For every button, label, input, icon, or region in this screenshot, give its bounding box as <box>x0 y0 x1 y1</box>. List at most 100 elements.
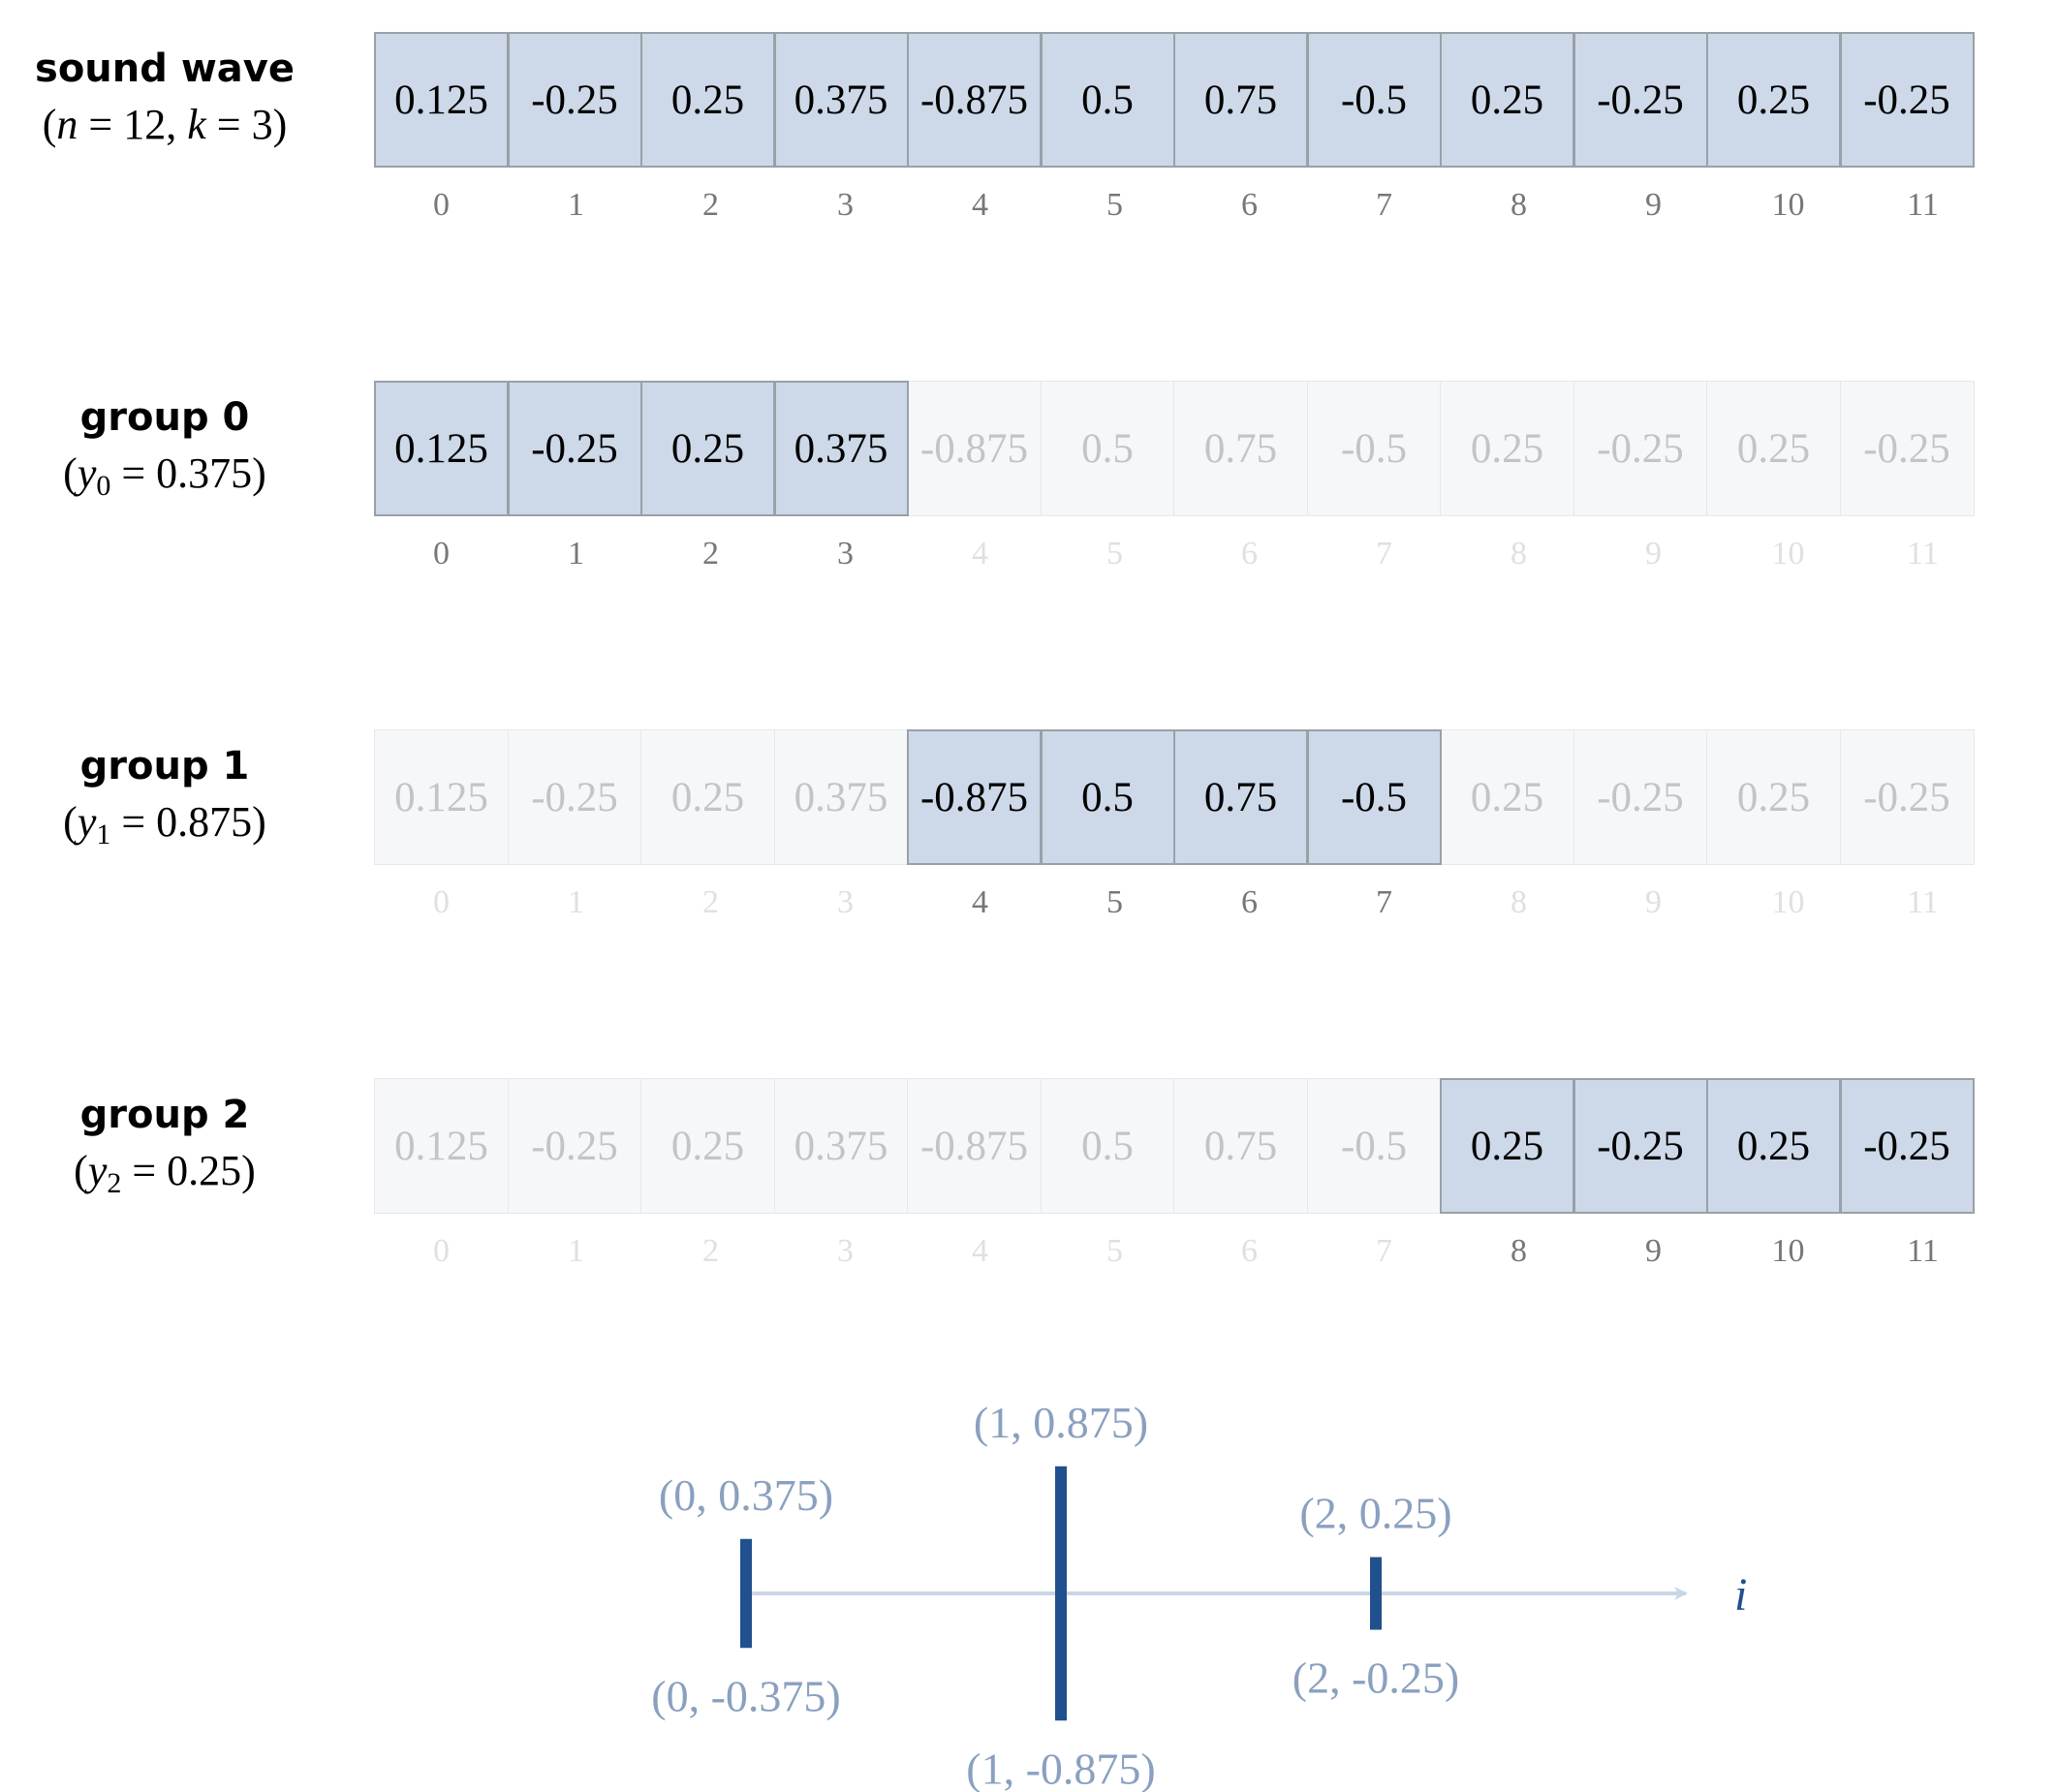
row-subtitle: (n = 12, k = 3) <box>42 101 288 148</box>
stem-bottom-label: (1, -0.875) <box>966 1744 1155 1792</box>
array-cell: -0.25 <box>1573 1078 1708 1214</box>
array-cell: -0.5 <box>1306 729 1442 865</box>
array-cell: -0.875 <box>907 1078 1042 1214</box>
index-label: 0 <box>433 884 450 920</box>
index-label: 10 <box>1771 1233 1805 1269</box>
array-cell: 0.25 <box>1706 729 1841 865</box>
array-cell: -0.25 <box>507 32 642 168</box>
row-label-3: group 2 (y2 = 0.25) <box>0 1088 329 1200</box>
index-label: 3 <box>837 187 854 223</box>
index-label: 1 <box>568 884 584 920</box>
index-label: 3 <box>837 884 854 920</box>
array-cell: 0.75 <box>1173 32 1308 168</box>
array-cell: -0.875 <box>907 32 1042 168</box>
array-strip-0: 0.125 -0.25 0.25 0.375 -0.875 0.5 0.75 -0.5 0.25… <box>374 32 1990 168</box>
array-cell: 0.5 <box>1040 381 1175 516</box>
stem-top-label: (2, 0.25) <box>1299 1489 1451 1538</box>
array-cell: 0.25 <box>1440 729 1574 865</box>
array-cell: -0.25 <box>1573 32 1708 168</box>
array-cell: 0.5 <box>1040 32 1175 168</box>
array-cell: 0.25 <box>1440 381 1574 516</box>
array-cell: 0.25 <box>640 729 775 865</box>
index-label: 5 <box>1106 1233 1123 1269</box>
array-cell: 0.25 <box>1440 32 1574 168</box>
index-label: 8 <box>1511 1233 1527 1269</box>
array-cell: 0.125 <box>374 32 509 168</box>
array-cell: -0.5 <box>1306 1078 1442 1214</box>
index-label: 7 <box>1376 536 1392 572</box>
index-label: 8 <box>1511 536 1527 572</box>
array-cell: 0.125 <box>374 381 509 516</box>
i-axis-label: i <box>1734 1569 1747 1621</box>
array-cell: 0.25 <box>1706 381 1841 516</box>
index-label: 5 <box>1106 536 1123 572</box>
row-label-2: group 1 (y1 = 0.875) <box>0 739 329 851</box>
array-cell: -0.875 <box>907 381 1042 516</box>
index-label: 9 <box>1645 1233 1662 1269</box>
array-cell: -0.25 <box>507 381 642 516</box>
array-cell: 0.5 <box>1040 729 1175 865</box>
array-cell: 0.25 <box>640 32 775 168</box>
index-label: 0 <box>433 536 450 572</box>
index-label: 2 <box>702 536 719 572</box>
index-label: 1 <box>568 187 584 223</box>
row-title: group 2 <box>79 1093 250 1137</box>
array-cell: -0.25 <box>507 1078 642 1214</box>
array-cell: 0.375 <box>773 1078 909 1214</box>
index-label: 6 <box>1241 1233 1258 1269</box>
array-cell: -0.25 <box>1839 32 1975 168</box>
array-cell: -0.25 <box>1839 1078 1975 1214</box>
index-label: 9 <box>1645 187 1662 223</box>
stems-layer: (0, 0.375) (0, -0.375) (1, 0.875) (1, -0.87… <box>651 1398 1459 1792</box>
index-label: 5 <box>1106 187 1123 223</box>
index-label: 10 <box>1771 536 1805 572</box>
stem-top-label: (1, 0.875) <box>974 1398 1148 1447</box>
row-title: sound wave <box>35 46 295 91</box>
array-cell: 0.375 <box>773 729 909 865</box>
index-label: 2 <box>702 187 719 223</box>
index-row-0: 0 1 2 3 4 5 6 7 8 9 10 11 <box>374 187 1990 235</box>
array-cell: -0.875 <box>907 729 1042 865</box>
array-cell: -0.25 <box>1573 381 1708 516</box>
array-cell: 0.25 <box>640 381 775 516</box>
index-label: 7 <box>1376 187 1392 223</box>
array-cell: 0.5 <box>1040 1078 1175 1214</box>
stem-top-label: (0, 0.375) <box>659 1470 833 1520</box>
index-label: 6 <box>1241 536 1258 572</box>
array-cell: 0.25 <box>1706 32 1841 168</box>
array-cell: 0.125 <box>374 729 509 865</box>
index-label: 10 <box>1771 884 1805 920</box>
index-label: 4 <box>972 536 988 572</box>
row-label-0: sound wave (n = 12, k = 3) <box>0 42 329 154</box>
array-cell: -0.25 <box>1839 729 1975 865</box>
array-cell: -0.25 <box>1573 729 1708 865</box>
index-label: 0 <box>433 187 450 223</box>
index-label: 3 <box>837 1233 854 1269</box>
array-cell: -0.5 <box>1306 381 1442 516</box>
row-title: group 1 <box>79 744 250 788</box>
index-label: 4 <box>972 1233 988 1269</box>
index-label: 11 <box>1907 187 1939 223</box>
index-label: 7 <box>1376 1233 1392 1269</box>
index-row-2: 0 1 2 3 4 5 6 7 8 9 10 11 <box>374 884 1990 933</box>
array-cell: 0.25 <box>1440 1078 1574 1214</box>
index-label: 0 <box>433 1233 450 1269</box>
index-label: 11 <box>1907 884 1939 920</box>
array-cell: 0.75 <box>1173 381 1308 516</box>
stem-bottom-label: (2, -0.25) <box>1293 1653 1459 1703</box>
row-subtitle: (y1 = 0.875) <box>63 798 266 850</box>
index-label: 6 <box>1241 187 1258 223</box>
index-label: 4 <box>972 884 988 920</box>
index-label: 8 <box>1511 884 1527 920</box>
index-row-1: 0 1 2 3 4 5 6 7 8 9 10 11 <box>374 536 1990 584</box>
index-label: 3 <box>837 536 854 572</box>
index-label: 2 <box>702 1233 719 1269</box>
array-cell: 0.25 <box>640 1078 775 1214</box>
index-label: 8 <box>1511 187 1527 223</box>
row-subtitle: (y0 = 0.375) <box>63 449 266 502</box>
array-cell: -0.25 <box>507 729 642 865</box>
row-subtitle: (y2 = 0.25) <box>74 1147 256 1199</box>
array-cell: 0.75 <box>1173 729 1308 865</box>
stem-bottom-label: (0, -0.375) <box>651 1671 840 1720</box>
row-label-1: group 0 (y0 = 0.375) <box>0 390 329 503</box>
